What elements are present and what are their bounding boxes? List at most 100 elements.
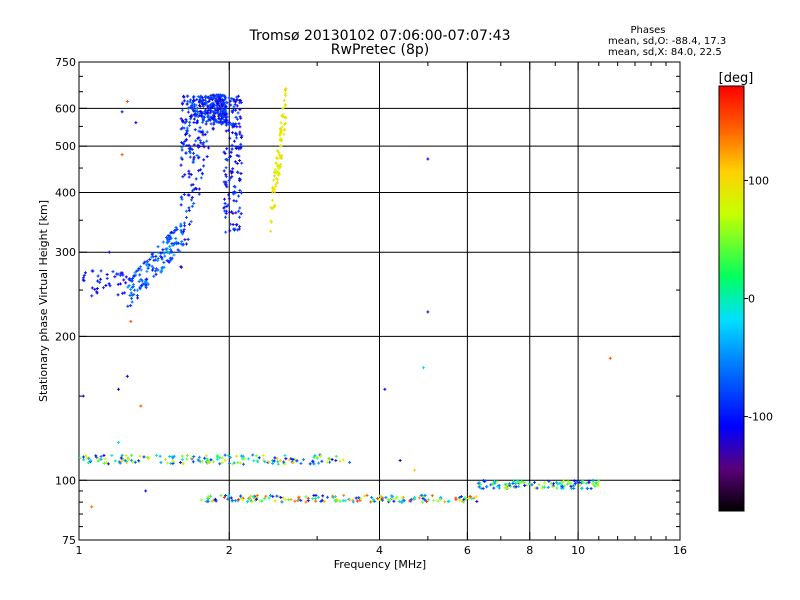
data-point-v: [220, 106, 222, 110]
data-point-v: [582, 479, 584, 483]
data-point-v: [199, 126, 201, 130]
data-point-v: [206, 457, 208, 461]
data-point-v: [203, 158, 205, 162]
data-point-v: [194, 128, 196, 132]
data-point-v: [191, 195, 193, 199]
data-point-v: [142, 282, 144, 286]
data-point-v: [214, 497, 216, 501]
data-point-v: [182, 126, 184, 130]
data-point-v: [270, 219, 272, 223]
data-point-v: [552, 482, 554, 486]
data-point-v: [279, 137, 281, 141]
data-point-v: [359, 498, 361, 502]
data-point-v: [212, 101, 214, 105]
data-point-v: [228, 197, 230, 201]
data-point-v: [233, 139, 235, 143]
data-point-v: [215, 100, 217, 104]
data-point-v: [208, 460, 210, 464]
data-point-v: [199, 112, 201, 116]
data-point-v: [276, 457, 278, 461]
data-point-v: [202, 118, 204, 122]
data-point-v: [216, 454, 218, 458]
data-point-v: [219, 456, 221, 460]
data-point-v: [242, 496, 244, 500]
data-point-v: [229, 210, 231, 214]
data-point-v: [212, 104, 214, 108]
data-point-v: [335, 499, 337, 503]
data-point-v: [125, 275, 127, 279]
data-point-v: [182, 119, 184, 123]
data-point-v: [188, 172, 190, 176]
data-point-v: [108, 250, 110, 254]
data-point-v: [213, 122, 215, 126]
data-point-v: [160, 251, 162, 255]
data-point-v: [388, 500, 390, 504]
data-point-v: [145, 286, 147, 290]
data-point-v: [125, 453, 127, 457]
data-point-v: [154, 269, 156, 273]
data-point-v: [190, 98, 192, 102]
data-point-v: [134, 288, 136, 292]
data-point-v: [195, 114, 197, 118]
data-point-v: [272, 462, 274, 466]
data-point-v: [197, 458, 199, 462]
data-point-v: [208, 461, 210, 465]
data-point-v: [235, 100, 237, 104]
data-point-v: [334, 498, 336, 502]
data-point-v: [216, 120, 218, 124]
data-point-v: [198, 129, 200, 133]
data-point-v: [151, 252, 153, 256]
data-point-v: [95, 454, 97, 458]
data-point-v: [233, 228, 235, 232]
data-point-v: [440, 496, 442, 500]
data-point-v: [183, 228, 185, 232]
data-point-v: [204, 110, 206, 114]
data-point-v: [204, 98, 206, 102]
data-point-v: [148, 457, 150, 461]
data-point-v: [183, 94, 185, 98]
data-point-v: [199, 144, 201, 148]
data-point-v: [275, 182, 277, 186]
data-point-v: [169, 235, 171, 239]
data-point-v: [233, 461, 235, 465]
data-point-v: [222, 114, 224, 118]
data-point-v: [121, 271, 123, 275]
phases-title: Phases: [630, 25, 665, 36]
data-point-v: [177, 248, 179, 252]
data-point-v: [207, 109, 209, 113]
data-point-v: [138, 460, 140, 464]
data-point-v: [238, 147, 240, 151]
data-point-v: [598, 479, 600, 483]
data-point-v: [272, 188, 274, 192]
data-point-v: [192, 460, 194, 464]
data-point-v: [177, 241, 179, 245]
data-point-v: [225, 129, 227, 133]
data-point-v: [294, 499, 296, 503]
data-point-v: [559, 482, 561, 486]
data-point-v: [123, 278, 125, 282]
data-point-v: [170, 230, 172, 234]
data-point-v: [277, 157, 279, 161]
data-point-v: [524, 484, 526, 488]
data-point-v: [374, 499, 376, 503]
data-point-v: [225, 209, 227, 213]
data-point-v: [124, 459, 126, 463]
data-point-v: [277, 150, 279, 154]
data-point-v: [151, 255, 153, 259]
data-point-v: [109, 284, 111, 288]
data-point-v: [538, 482, 540, 486]
data-point-v: [274, 499, 276, 503]
data-point-v: [92, 269, 94, 273]
data-point-v: [355, 496, 357, 500]
data-point-v: [147, 264, 149, 268]
data-point-v: [189, 222, 191, 226]
data-point-v: [210, 109, 212, 113]
data-point-v: [561, 487, 563, 491]
data-point-v: [166, 247, 168, 251]
data-point-v: [181, 148, 183, 152]
data-point-v: [86, 456, 88, 460]
data-point-v: [100, 269, 102, 273]
data-point-v: [117, 293, 119, 297]
data-point-v: [114, 275, 116, 279]
data-point-v: [171, 243, 173, 247]
